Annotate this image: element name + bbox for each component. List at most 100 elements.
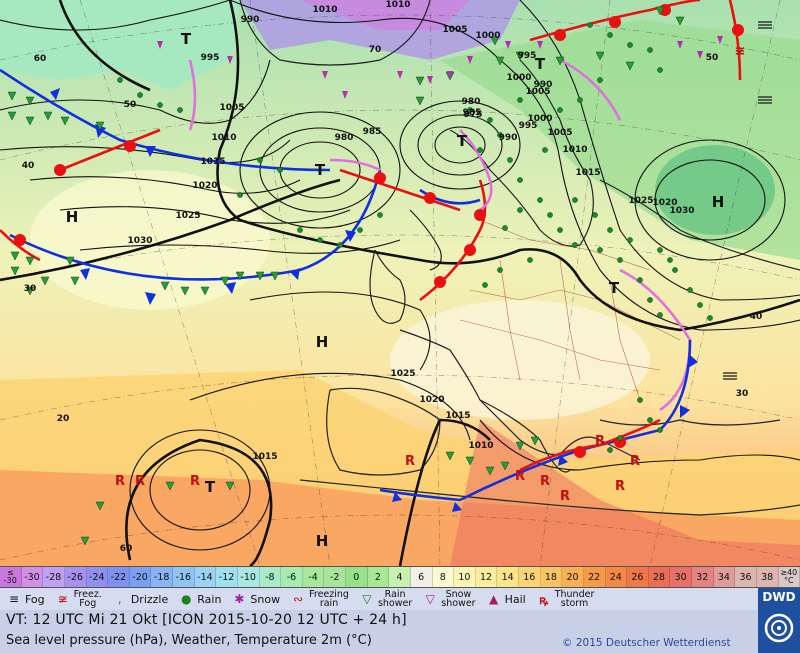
rain-icon: [557, 227, 563, 233]
rain-shower-icon: [220, 276, 230, 286]
pressure-label: 50: [124, 100, 137, 110]
weather-legend: ≡ Fog ≆ Freez. Fog , Drizzle ● Rain ✱ Sno…: [0, 588, 800, 610]
legend-snow-shower-label: Snow shower: [441, 589, 476, 609]
pressure-label: 1010: [562, 145, 587, 155]
rain-shower-icon: [43, 111, 53, 121]
legend-freezing-fog: ≆ Freez. Fog: [55, 589, 102, 609]
rain-icon: [517, 97, 523, 103]
legend-snow-shower: ▽ Snow shower: [422, 589, 476, 609]
rain-icon: [577, 97, 583, 103]
rain-shower-icon: [60, 116, 70, 126]
scale-cell: 8: [432, 567, 455, 587]
pressure-label: 1005: [525, 87, 550, 97]
high-pressure-center: H: [66, 208, 79, 226]
scale-cell: 16: [519, 567, 541, 587]
legend-rain-label: Rain: [197, 592, 222, 606]
pressure-label: 20: [57, 414, 70, 424]
scale-max-unit: °C: [784, 576, 794, 585]
rain-shower-icon: [495, 56, 505, 66]
rain-shower-icon: [95, 121, 105, 131]
rain-shower-icon: [445, 451, 455, 461]
snow-shower-icon: [322, 71, 328, 79]
rain-shower-icon: [675, 16, 685, 26]
scale-cell: 32: [692, 567, 714, 587]
legend-snow-shower-line2: shower: [441, 598, 476, 609]
scale-cell: 20: [562, 567, 584, 587]
map-labels: 1010 101010051000995990100510101015102010…: [22, 0, 763, 554]
snow-shower-icon: [157, 41, 163, 49]
snow-shower-icon: [227, 56, 233, 64]
pressure-label: 1010: [468, 441, 493, 451]
scale-cell: -28: [43, 567, 65, 587]
footer: VT: 12 UTC Mi 21 Okt [ICON 2015-10-20 12…: [0, 610, 800, 653]
legend-snow-label: Snow: [250, 592, 281, 606]
legend-freezing-rain: ∾ Freezing rain: [290, 590, 349, 609]
pressure-label: 980: [462, 97, 481, 107]
pressure-label: 1015: [445, 411, 470, 421]
snow-shower-icon: [342, 91, 348, 99]
rain-icon: [482, 282, 488, 288]
thunderstorm-icon: R: [515, 469, 525, 484]
rain-shower-icon: [165, 481, 175, 491]
snow-shower-icon: [467, 56, 473, 64]
pressure-label: 1020: [419, 395, 444, 405]
rain-shower-icon: [7, 91, 17, 101]
rain-shower-icon: [465, 456, 475, 466]
pressure-label: 1005: [442, 25, 467, 35]
coastlines: [239, 0, 800, 516]
rain-shower-icon: [10, 266, 20, 276]
dwd-swirl-icon: [764, 613, 794, 643]
scale-min-symbol: ≤: [6, 568, 14, 577]
rain-icon: [647, 417, 653, 423]
rain-shower-icon: [555, 56, 565, 66]
rain-icon: [487, 117, 493, 123]
rain-icon: [627, 237, 633, 243]
scale-cell: -30: [21, 567, 44, 587]
pressure-label: 1020: [652, 198, 677, 208]
dwd-logo-text: DWD: [762, 590, 796, 604]
legend-hail: ▲ Hail: [486, 592, 526, 606]
low-pressure-center: T: [205, 478, 216, 496]
thunderstorm-icon: R: [135, 474, 145, 489]
rain-shower-icon: [625, 61, 635, 71]
rain-shower-icon: [160, 281, 170, 291]
rain-icon: [687, 287, 693, 293]
rain-icon: [607, 447, 613, 453]
rain-icon: [597, 247, 603, 253]
pressure-label: 1015: [575, 168, 600, 178]
rain-shower-icon: [235, 271, 245, 281]
rain-icon: [672, 267, 678, 273]
rain-icon: [592, 212, 598, 218]
legend-snow-shower-line1: Snow: [445, 589, 472, 600]
legend-rain-shower: ▽ Rain shower: [359, 590, 412, 609]
snow-shower-icon: [697, 51, 703, 59]
legend-snow: ✱ Snow: [231, 592, 280, 606]
pressure-label: 990: [499, 133, 518, 143]
legend-fog-label: Fog: [25, 592, 45, 606]
rain-shower-icon: [655, 6, 665, 16]
pressure-label: 1025: [390, 369, 415, 379]
rain-icon: [502, 225, 508, 231]
scale-cell: 10: [454, 567, 476, 587]
scale-cell: -8: [259, 567, 282, 587]
legend-thunderstorm-line2: storm: [560, 598, 589, 609]
low-pressure-center: T: [609, 279, 620, 297]
snow-shower-icon: [677, 41, 683, 49]
thunderstorm-icon: R: [190, 474, 200, 489]
scale-cell-min: ≤ -30: [0, 567, 22, 587]
high-pressure-center: H: [316, 333, 329, 351]
legend-freezing-fog-line1: Freez.: [73, 589, 102, 600]
pressure-label: 985: [363, 127, 382, 137]
pressure-label: 40: [22, 161, 35, 171]
snow-shower-icon: [427, 76, 433, 84]
rain-shower-icon: [25, 256, 35, 266]
scale-cell: 36: [735, 567, 757, 587]
pressure-label: 60: [34, 54, 47, 64]
rain-shower-icon: [25, 286, 35, 296]
rain-icon: [507, 157, 513, 163]
rain-shower-icon: [95, 501, 105, 511]
pressure-label: 1025: [175, 211, 200, 221]
rain-icon: [647, 297, 653, 303]
